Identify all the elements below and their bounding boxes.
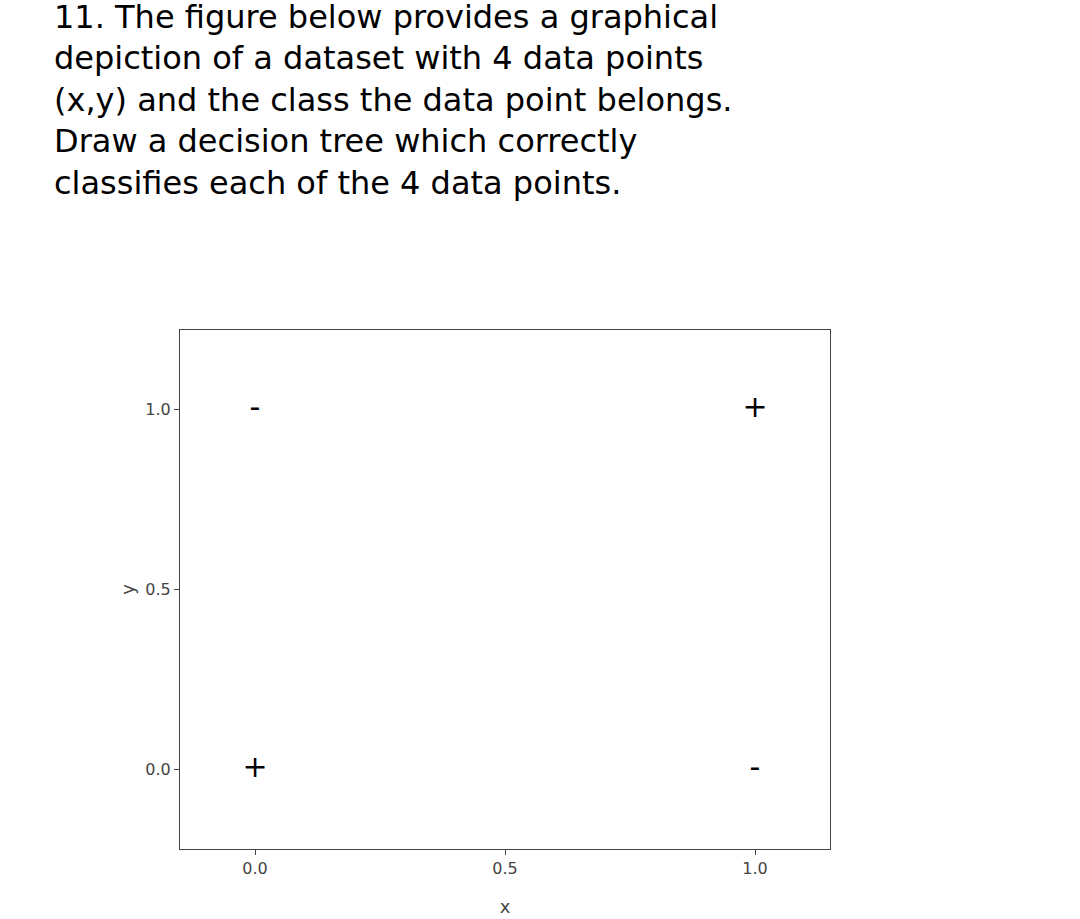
svg-text:0.0: 0.0 — [145, 760, 170, 779]
svg-text:0.0: 0.0 — [242, 859, 267, 878]
svg-text:1.0: 1.0 — [742, 859, 767, 878]
svg-text:1.0: 1.0 — [145, 400, 170, 419]
svg-text:11. The figure below provides: 11. The figure below provides a graphica… — [54, 0, 732, 202]
svg-text:0.5: 0.5 — [492, 859, 517, 878]
svg-text:+: + — [242, 749, 267, 784]
svg-text:-: - — [250, 389, 261, 424]
svg-text:-: - — [750, 749, 761, 784]
svg-text:+: + — [742, 389, 767, 424]
svg-text:y: y — [117, 584, 138, 595]
svg-text:x: x — [500, 896, 511, 917]
svg-text:0.5: 0.5 — [145, 580, 170, 599]
